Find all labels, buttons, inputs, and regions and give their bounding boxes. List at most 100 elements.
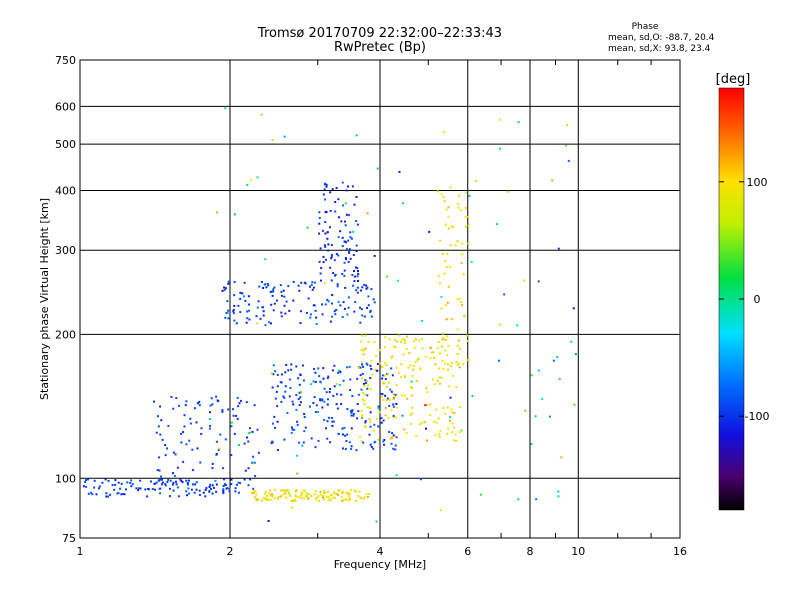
data-point (351, 409, 354, 412)
data-point (337, 489, 340, 492)
data-point (315, 404, 318, 407)
data-point (329, 266, 332, 269)
data-point (180, 441, 183, 444)
data-point (458, 431, 461, 434)
data-point (434, 434, 437, 437)
data-point (350, 445, 353, 448)
data-point (283, 135, 286, 138)
data-point (191, 469, 194, 471)
data-point (327, 243, 330, 246)
data-point (450, 318, 453, 321)
data-point (370, 446, 373, 448)
y-tick-label: 300 (55, 244, 76, 257)
data-point (464, 225, 467, 228)
data-point (151, 488, 154, 490)
data-point (246, 184, 249, 186)
data-point (442, 336, 445, 339)
data-point (283, 438, 286, 441)
data-point (453, 411, 456, 414)
data-point (353, 275, 356, 278)
data-point (209, 488, 212, 490)
data-point (327, 490, 330, 493)
data-point (343, 269, 346, 272)
data-point (334, 313, 337, 316)
data-point (455, 361, 458, 363)
data-point (344, 220, 346, 223)
data-point (139, 479, 142, 482)
data-point (439, 509, 442, 512)
data-point (161, 478, 163, 481)
data-point (274, 497, 277, 500)
data-point (301, 444, 304, 447)
data-point (457, 206, 460, 209)
data-point (154, 488, 156, 491)
data-point (376, 363, 379, 365)
data-point (411, 406, 414, 409)
data-point (234, 490, 237, 493)
data-point (369, 425, 372, 428)
data-point (445, 208, 448, 211)
data-point (348, 365, 351, 368)
data-point (290, 500, 293, 503)
data-point (369, 388, 372, 391)
data-point (290, 426, 293, 429)
data-point (389, 388, 392, 391)
data-point (367, 384, 370, 387)
data-point (265, 286, 268, 289)
data-point (417, 357, 420, 360)
data-point (161, 438, 164, 441)
data-point (257, 300, 260, 303)
data-point (222, 488, 225, 491)
data-point (450, 365, 452, 368)
data-point (498, 118, 501, 121)
data-point (211, 467, 214, 470)
data-point (169, 479, 172, 482)
data-point (160, 475, 163, 478)
data-point (177, 495, 180, 498)
data-point (420, 478, 422, 481)
data-point (391, 432, 394, 435)
data-point (393, 395, 396, 398)
data-point (159, 405, 162, 408)
data-point (85, 485, 88, 488)
data-point (346, 408, 349, 411)
data-point (274, 426, 277, 429)
data-point (318, 211, 321, 214)
data-point (326, 231, 329, 234)
data-point (534, 415, 537, 418)
data-point (160, 419, 163, 422)
data-point (344, 202, 347, 205)
data-point (362, 391, 365, 394)
data-point (364, 420, 367, 423)
data-point (313, 396, 316, 398)
data-point (384, 394, 387, 397)
data-point (164, 483, 167, 485)
data-point (315, 316, 318, 319)
data-point (361, 398, 364, 401)
data-point (167, 425, 170, 427)
data-point (187, 487, 190, 490)
data-point (401, 338, 404, 341)
data-point (403, 428, 406, 431)
data-point (374, 440, 377, 443)
data-point (465, 191, 467, 194)
chart-subtitle: RwPretec (Bp) (333, 40, 427, 55)
data-point (475, 179, 477, 182)
data-point (354, 301, 357, 304)
data-point (496, 223, 498, 226)
data-point (360, 349, 363, 351)
data-point (271, 386, 274, 389)
data-point (326, 376, 329, 379)
data-point (467, 215, 470, 218)
data-point (326, 437, 329, 440)
data-point (272, 288, 275, 291)
data-point (233, 281, 236, 283)
data-point (368, 433, 371, 436)
data-point (260, 113, 263, 116)
data-point (437, 275, 440, 277)
data-point (411, 374, 414, 377)
data-point (445, 318, 448, 321)
data-point (444, 260, 447, 263)
data-point (355, 220, 358, 222)
data-point (299, 497, 302, 499)
